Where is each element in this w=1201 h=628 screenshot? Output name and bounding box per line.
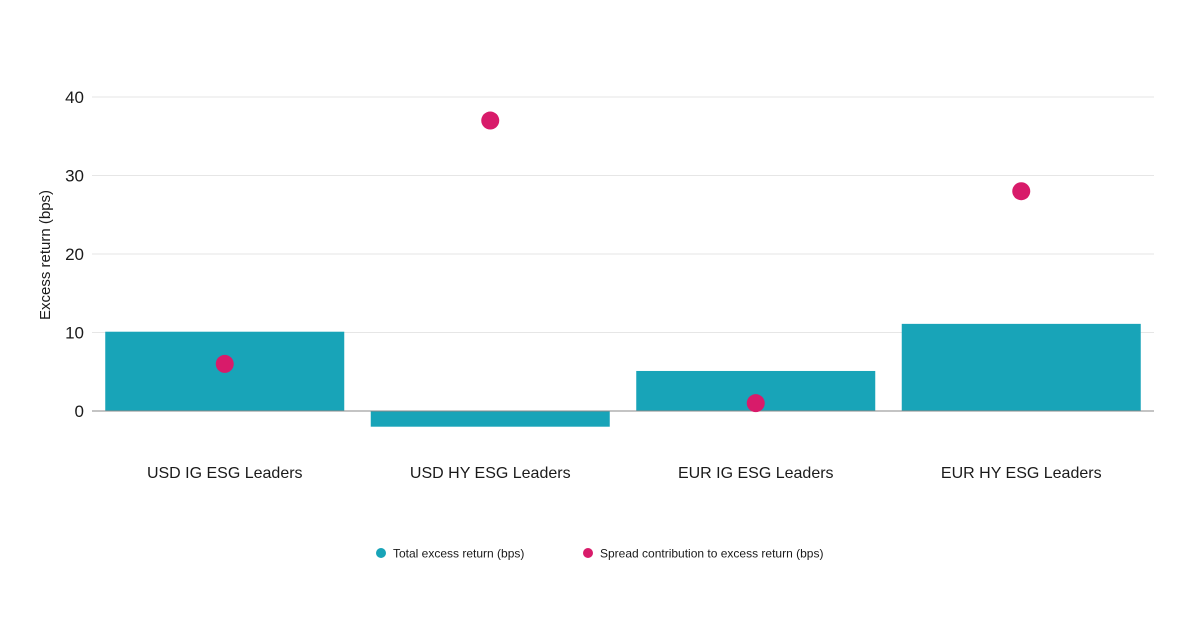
y-tick-label: 10 [65,324,84,343]
y-tick-label: 20 [65,245,84,264]
bar-4 [901,323,1141,411]
y-tick-label: 0 [75,402,84,421]
bar-2 [370,411,610,427]
y-axis-ticks: 0 10 20 30 40 [65,88,84,421]
legend-swatch-2 [583,548,593,558]
x-category-label: USD IG ESG Leaders [147,465,303,482]
point-1 [215,354,234,373]
x-category-label: EUR IG ESG Leaders [678,465,834,482]
point-2 [481,111,500,130]
legend-swatch-1 [376,548,386,558]
legend-label-1: Total excess return (bps) [393,547,524,561]
x-category-label: EUR HY ESG Leaders [941,465,1102,482]
y-axis-title: Excess return (bps) [37,190,54,320]
legend: Total excess return (bps) Spread contribu… [376,547,823,561]
legend-label-2: Spread contribution to excess return (bp… [600,547,823,561]
gridlines [92,96,1154,333]
y-tick-label: 30 [65,167,84,186]
x-category-label: USD HY ESG Leaders [410,465,571,482]
point-4 [1012,182,1031,201]
point-series [215,111,1031,413]
point-3 [746,394,765,413]
x-axis-categories: USD IG ESG Leaders USD HY ESG Leaders EUR … [147,465,1102,482]
y-tick-label: 40 [65,88,84,107]
